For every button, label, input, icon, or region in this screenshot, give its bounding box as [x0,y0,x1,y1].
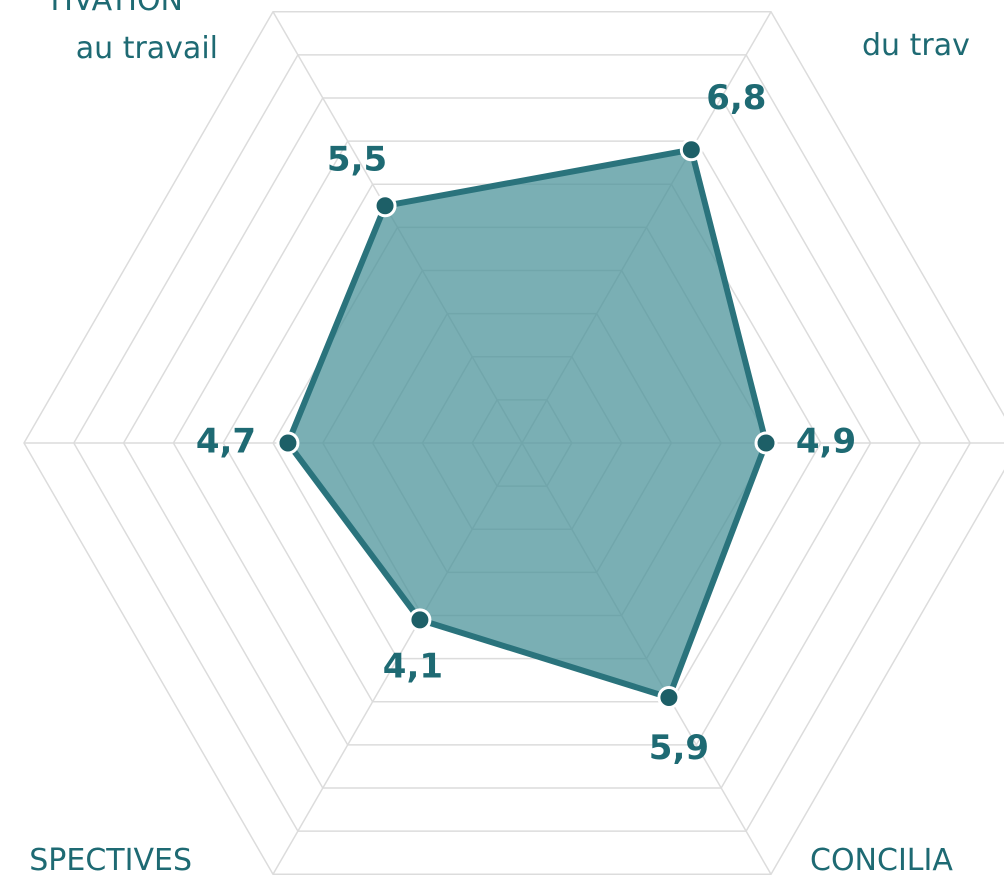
value-label: 4,7 [196,422,256,462]
value-label: 4,1 [383,646,443,686]
value-label: 4,9 [796,422,856,462]
value-label: 6,8 [706,78,766,118]
axis-label: CONCILIA [810,843,953,878]
axis-label: SPECTIVES [29,843,192,878]
data-point [276,431,300,455]
axis-label: TIVATION [45,0,183,18]
axis-label: au travail [76,31,218,66]
value-label: 5,9 [649,728,709,768]
radar-area [284,146,770,701]
data-point [657,685,681,709]
data-point [679,138,703,162]
axis-label: du trav [862,28,970,63]
data-point [408,608,432,632]
data-point [373,194,397,218]
value-label: 5,5 [327,139,387,179]
data-point [754,431,778,455]
